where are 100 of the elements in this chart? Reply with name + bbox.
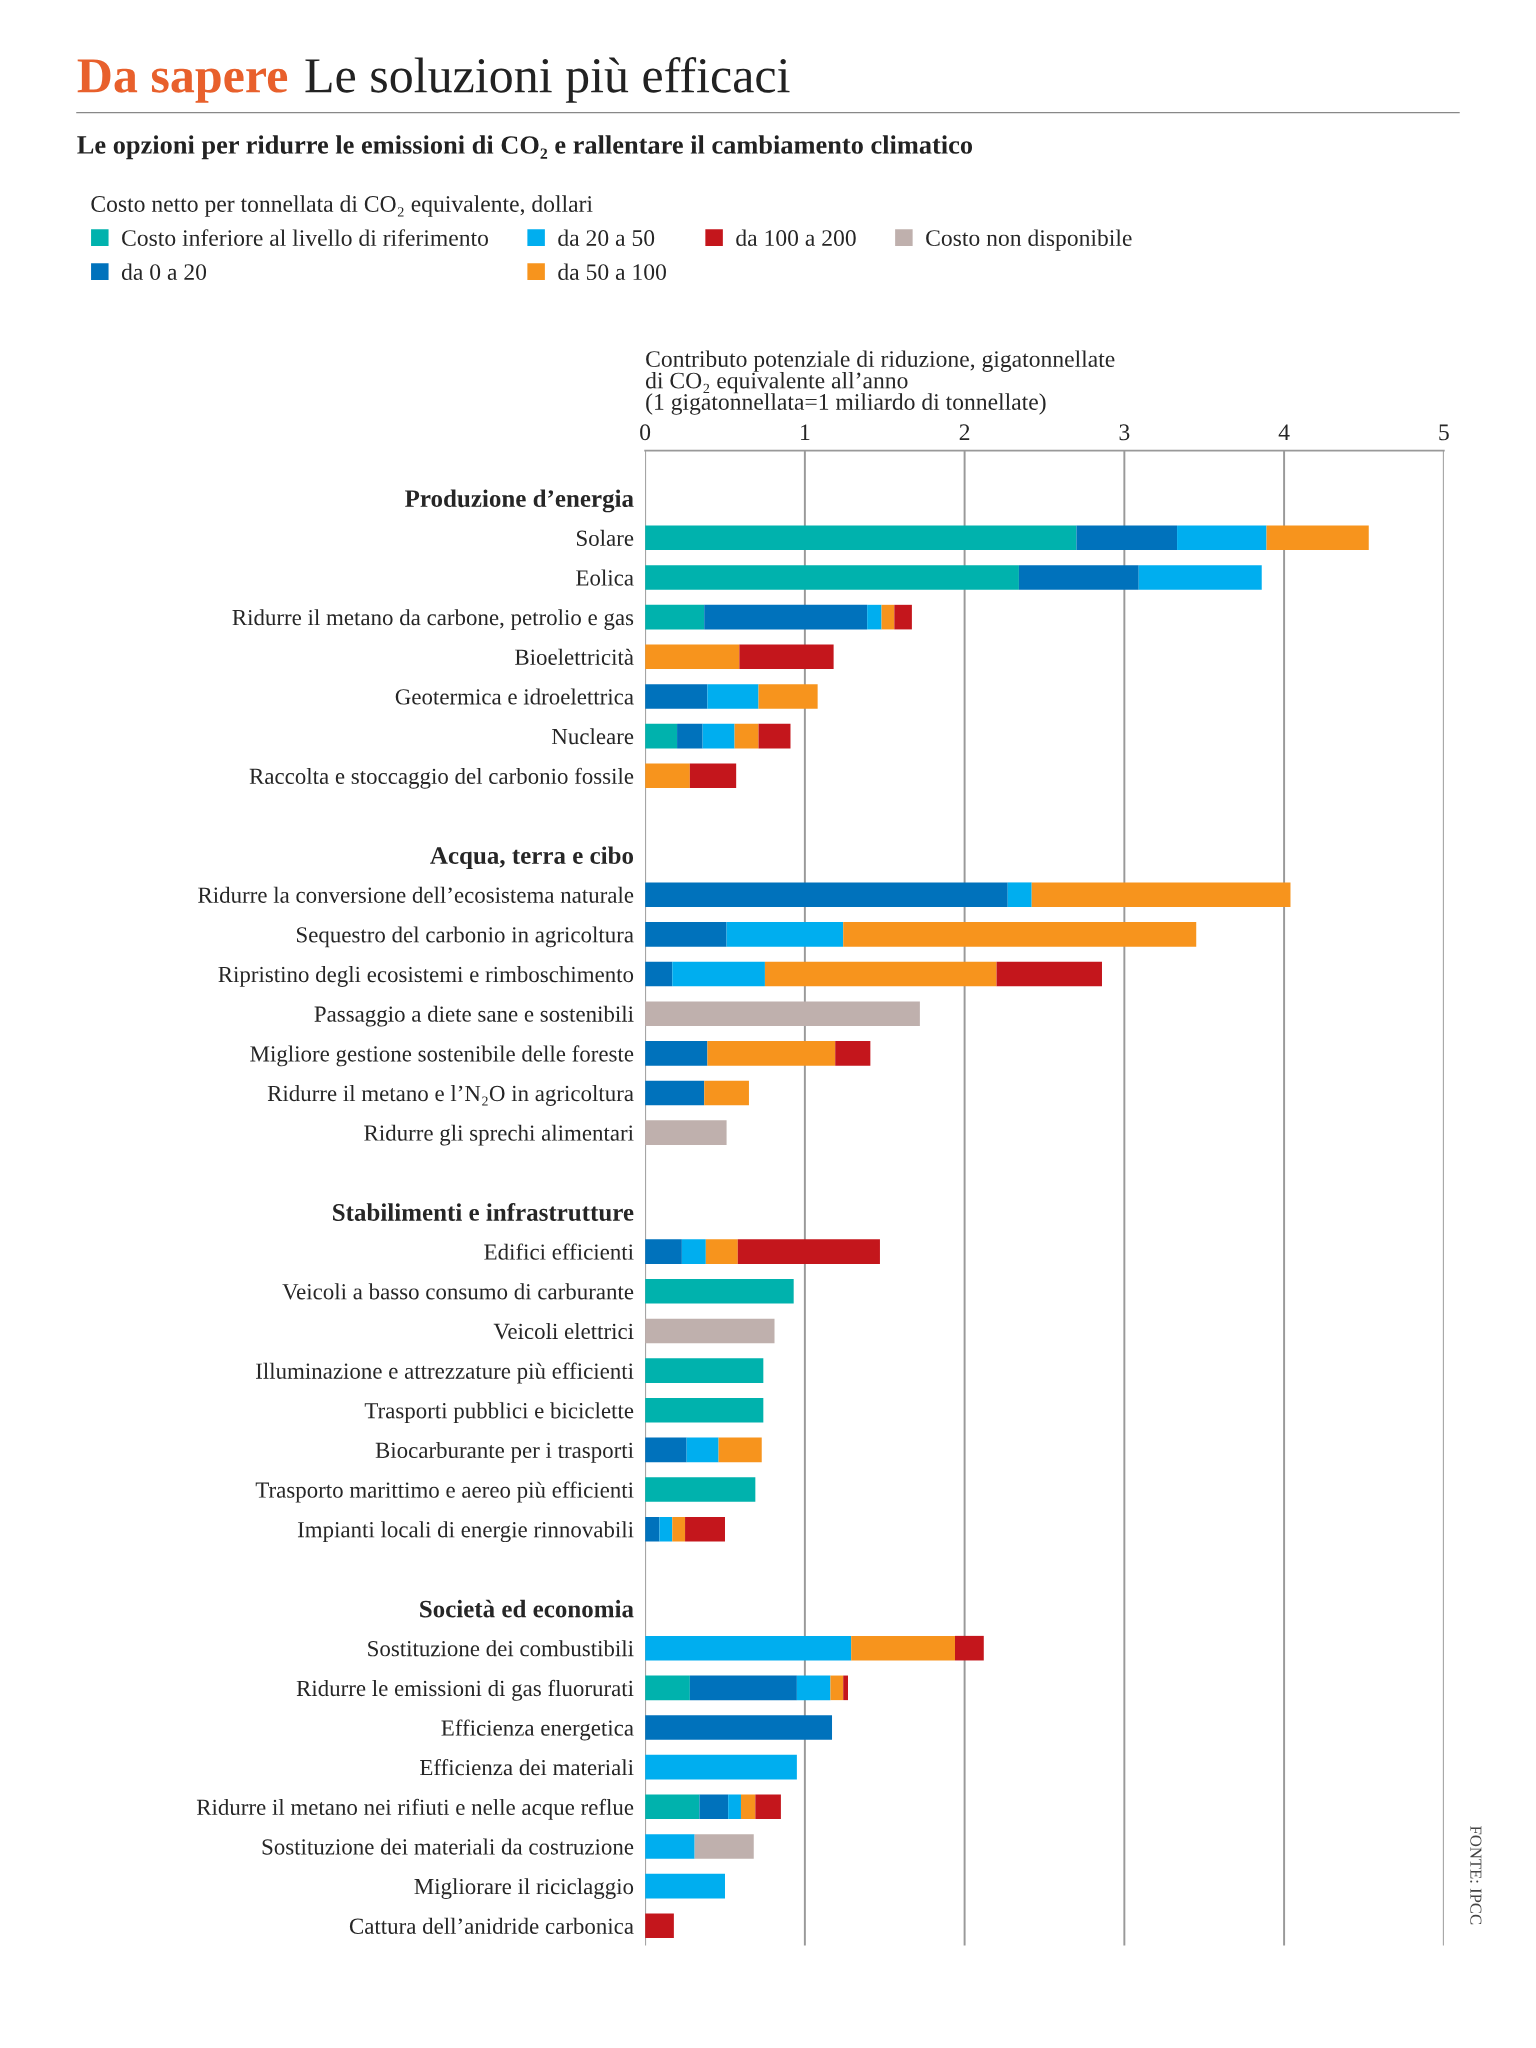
bar	[677, 723, 703, 749]
bar	[843, 922, 1197, 947]
bar	[645, 1635, 852, 1661]
bar	[686, 1437, 719, 1463]
y-tick-label: Impianti locali di energie rinnovabili	[297, 1521, 634, 1543]
bar	[740, 1794, 756, 1820]
y-tick-label: Eolica	[576, 569, 634, 586]
text: Da sapere	[77, 59, 288, 103]
x-tick-label: 2	[959, 424, 970, 440]
bar	[672, 961, 765, 987]
bar	[645, 1239, 682, 1264]
bar	[645, 1675, 690, 1701]
y-tick-label: Stabilimenti e infrastrutture	[333, 1203, 634, 1221]
bar	[881, 604, 895, 630]
bar	[830, 1675, 844, 1701]
bar	[645, 1754, 797, 1780]
bar	[1018, 565, 1139, 590]
bar	[707, 1041, 836, 1066]
y-tick-label: Efficienza dei materiali	[420, 1758, 634, 1776]
bar	[1177, 525, 1267, 551]
x-tick-label: 5	[1439, 424, 1449, 441]
bar	[645, 604, 705, 630]
bar	[645, 1913, 674, 1939]
bar	[694, 1834, 754, 1859]
y-tick-label: Veicoli a basso consumo di carburante	[282, 1283, 634, 1300]
y-tick-label: Ridurre le emissioni di gas fluorurati	[296, 1679, 634, 1701]
bar	[645, 1834, 695, 1859]
bar	[659, 1516, 673, 1542]
bar	[1266, 525, 1369, 551]
bar	[728, 1794, 741, 1820]
y-tick-label: Ridurre la conversione dell’ecosistema naturale	[198, 886, 634, 903]
bar	[689, 763, 737, 789]
y-tick-label: Biocarburante per i trasporti	[375, 1441, 634, 1463]
y-tick-label: Migliore gestione sostenibile delle foreste	[250, 1045, 634, 1067]
bar	[851, 1635, 956, 1661]
bar	[737, 1239, 880, 1264]
y-tick-label: Ripristino degli ecosistemi e rimboschimento	[218, 966, 634, 987]
x-tick-label: 3	[1119, 424, 1130, 441]
bar	[645, 961, 673, 987]
y-tick-label: Sostituzione dei materiali da costruzione	[262, 1838, 634, 1855]
bar	[718, 1437, 762, 1463]
bar	[1138, 565, 1262, 590]
bar	[645, 1358, 764, 1383]
bar	[734, 723, 759, 749]
bar	[645, 1397, 764, 1423]
bar	[702, 723, 735, 749]
legend-label: Costo inferiore al livello di riferimento	[122, 229, 488, 247]
chart-title: Le soluzioni più efficaci	[305, 56, 790, 103]
bar	[699, 1794, 729, 1820]
bar	[704, 1080, 749, 1106]
y-tick-label: Produzione d’energia	[405, 489, 634, 513]
bar	[681, 1239, 706, 1264]
bar	[707, 684, 759, 709]
y-tick-label: Efficienza energetica	[441, 1719, 634, 1741]
bar	[645, 565, 1019, 590]
bar	[758, 684, 818, 709]
bar	[645, 525, 1077, 551]
y-tick-label: Ridurre il metano e l’N₂O in agricoltura	[267, 1085, 634, 1106]
y-tick-label: Nucleare	[551, 728, 634, 745]
legend-label: da 50 a 100	[558, 263, 666, 281]
bar	[645, 1080, 705, 1106]
y-tick-label: Veicoli elettrici	[493, 1322, 634, 1340]
y-tick-label: Acqua, terra e cibo	[430, 846, 634, 870]
bar	[645, 1794, 700, 1820]
legend-label: da 0 a 20	[121, 263, 207, 281]
bar	[704, 604, 868, 630]
bar	[645, 644, 740, 670]
bar	[758, 723, 791, 749]
bar	[867, 604, 882, 630]
bar	[835, 1041, 871, 1066]
bar	[645, 922, 727, 947]
bar	[645, 1278, 794, 1304]
bar	[645, 1041, 708, 1066]
bar	[894, 604, 912, 630]
y-tick-label: Società ed economia	[420, 1599, 634, 1618]
bar	[645, 1715, 833, 1740]
y-tick-label: Passaggio a diete sane e sostenibili	[314, 1005, 634, 1027]
bar	[645, 1437, 687, 1463]
bar	[645, 1477, 756, 1502]
bar	[672, 1516, 686, 1542]
y-tick-label: Ridurre il metano da carbone, petrolio e gas	[232, 609, 634, 631]
legend-label: Costo non disponibile	[926, 229, 1132, 251]
y-tick-label: Raccolta e stoccaggio del carbonio fossile	[249, 767, 634, 789]
bar	[645, 1001, 920, 1026]
bar	[755, 1794, 781, 1820]
bar	[645, 763, 690, 789]
legend-title: Costo netto per tonnellata di CO₂ equivalente, dollari	[91, 195, 593, 217]
y-tick-label: Trasporto marittimo e aereo più efficienti	[255, 1481, 634, 1503]
bar	[796, 1675, 831, 1701]
y-tick-label: Cattura dell’anidride carbonica	[349, 1917, 634, 1934]
chart-subtitle: Le opzioni per ridurre le emissioni di CO₂ e rallentare il cambiamento climatico	[77, 135, 973, 160]
bar	[645, 882, 1008, 907]
bar	[645, 684, 708, 709]
x-tick-label: 0	[640, 424, 651, 441]
source-note: FONTE: IPCC	[1470, 1826, 1482, 1925]
bar	[739, 644, 834, 670]
y-tick-label: Edifici efficienti	[484, 1243, 634, 1260]
y-tick-label: Migliorare il riciclaggio	[414, 1878, 634, 1900]
x-tick-label: 4	[1278, 424, 1290, 440]
bar	[689, 1675, 797, 1701]
